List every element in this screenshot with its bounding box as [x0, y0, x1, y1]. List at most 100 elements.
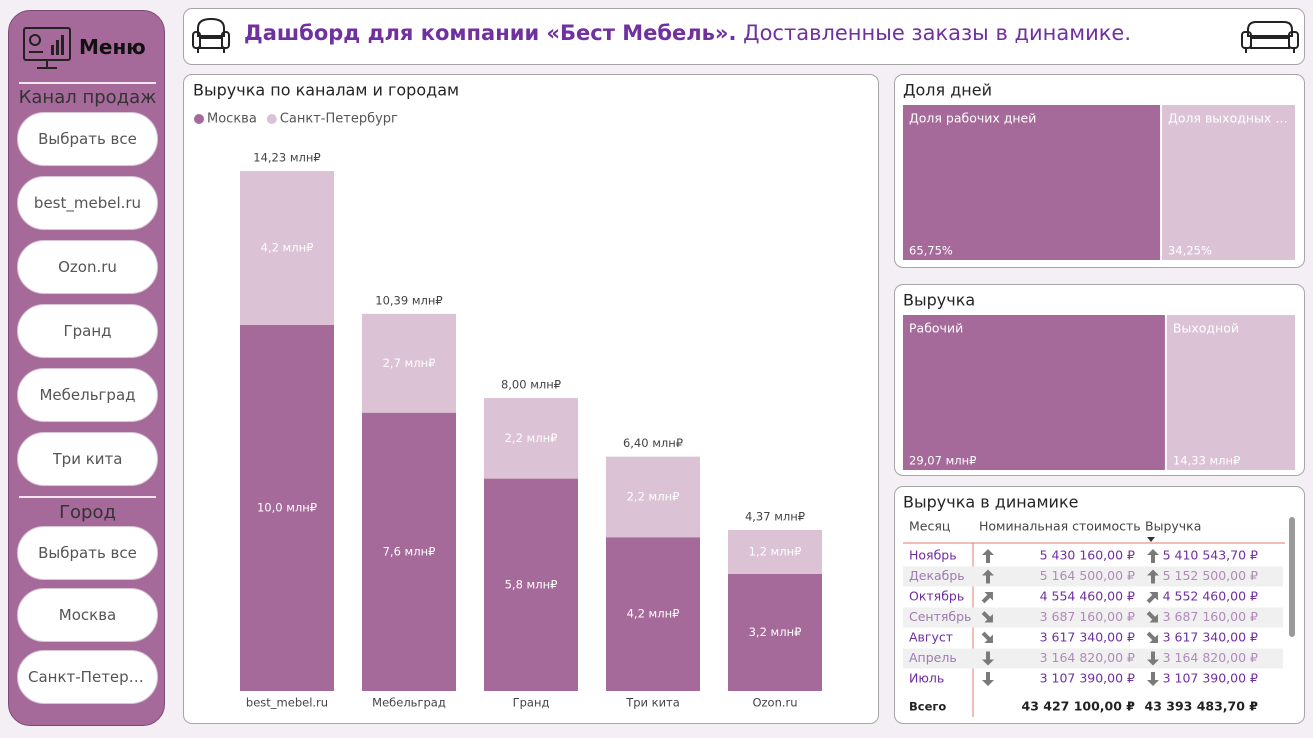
legend-label: Санкт-Петербург — [280, 112, 398, 127]
total-label: 14,23 млн₽ — [253, 151, 320, 165]
bar-segment — [484, 478, 578, 691]
trend-arrow — [981, 611, 993, 623]
button-label: Выбрать все — [38, 130, 137, 148]
table-cell: Сентябрь — [909, 609, 971, 624]
table-cell: Ноябрь — [909, 548, 957, 563]
chart-title: Выручка — [903, 291, 975, 310]
channel-title: Канал продаж — [18, 87, 157, 108]
bar-chart: Выручка по каналам и городам Москва Санкт… — [183, 74, 879, 724]
bar-segment — [240, 171, 334, 325]
header-subtitle: Доставленные заказы в динамике. — [743, 21, 1132, 45]
trend-arrow — [982, 651, 994, 666]
sort-indicator — [1147, 537, 1155, 542]
row-band — [903, 607, 1283, 628]
table-cell: 3 164 820,00 ₽ — [1040, 650, 1135, 665]
trend-arrow — [1146, 592, 1158, 604]
trend-arrow — [1147, 569, 1159, 584]
table-cell: 5 164 500,00 ₽ — [1040, 568, 1135, 583]
filter-button[interactable]: Выбрать все — [17, 526, 158, 580]
value-label: 1,2 млн₽ — [749, 544, 802, 558]
treemap-revenue: Выручка Рабочий 29,07 млн₽ Выходной 14,33 м… — [894, 284, 1305, 476]
button-label: Гранд — [63, 322, 112, 340]
bar-segment — [728, 529, 822, 574]
x-tick-label: best_mebel.ru — [246, 696, 328, 710]
menu-icon — [23, 27, 71, 69]
trend-arrow — [1146, 611, 1158, 623]
bar-segment — [240, 324, 334, 691]
menu-title: Меню — [79, 35, 146, 59]
separator — [19, 82, 156, 84]
filter-button[interactable]: Ozon.ru — [17, 240, 158, 294]
treemap-tile — [1166, 315, 1295, 470]
filter-button[interactable]: Санкт-Петербург — [17, 650, 158, 704]
table-cell: Август — [909, 630, 953, 645]
trend-arrow — [1146, 631, 1158, 643]
table-cell: 3 687 160,00 ₽ — [1040, 609, 1135, 624]
table-cell: 3 687 160,00 ₽ — [1163, 609, 1258, 624]
value-label: 10,0 млн₽ — [257, 500, 317, 514]
trend-arrow — [1147, 549, 1159, 563]
button-label: Москва — [58, 606, 117, 624]
tile-value: 34,25% — [1168, 244, 1212, 258]
scrollbar[interactable] — [1289, 517, 1295, 637]
table-cell: 3 164 820,00 ₽ — [1163, 650, 1258, 665]
filter-button[interactable]: Мебельград — [17, 368, 158, 422]
city-title: Город — [59, 502, 116, 523]
table-cell: 4 554 460,00 ₽ — [1040, 589, 1135, 604]
table-cell: 5 430 160,00 ₽ — [1040, 548, 1135, 563]
armchair-icon — [192, 17, 230, 53]
value-label: 2,2 млн₽ — [627, 489, 680, 503]
table-cell: 5 152 500,00 ₽ — [1163, 568, 1258, 583]
tile-label: Доля рабочих дней — [909, 111, 1036, 126]
value-label: 4,2 млн₽ — [627, 607, 680, 621]
button-label: Три кита — [52, 450, 123, 468]
treemap-days: Доля дней Доля рабочих дней 65,75% Доля вы… — [894, 74, 1305, 268]
filter-button[interactable]: Три кита — [17, 432, 158, 486]
chart-title: Выручка по каналам и городам — [193, 81, 459, 100]
button-label: best_mebel.ru — [33, 194, 142, 212]
treemap-tile — [903, 105, 1161, 260]
bar-segment — [362, 313, 456, 413]
row-band — [903, 648, 1283, 669]
bar-segment — [606, 537, 700, 691]
total-label: 4,37 млн₽ — [745, 509, 805, 523]
treemap-tile — [1162, 105, 1295, 260]
button-label: Мебельград — [39, 386, 136, 404]
separator — [19, 496, 156, 498]
trend-arrow — [1147, 651, 1159, 666]
trend-arrow — [981, 592, 993, 604]
filter-button[interactable]: Гранд — [17, 304, 158, 358]
table-cell: Апрель — [909, 650, 957, 665]
table-cell: 3 107 390,00 ₽ — [1163, 671, 1258, 686]
bar-segment — [728, 573, 822, 691]
table-cell: 3 107 390,00 ₽ — [1040, 671, 1135, 686]
total-label: 6,40 млн₽ — [623, 436, 683, 450]
column-header: Месяц — [909, 519, 950, 534]
trend-arrow — [982, 672, 994, 686]
button-label: Ozon.ru — [58, 258, 117, 276]
value-label: 2,2 млн₽ — [505, 431, 558, 445]
button-label: Санкт-Петербург — [28, 668, 147, 686]
x-tick-label: Три кита — [625, 696, 680, 710]
tile-label: Доля выходных … — [1168, 111, 1288, 126]
header: Дашборд для компании «Бест Мебель». Дост… — [183, 8, 1305, 65]
chart-title: Доля дней — [903, 81, 992, 100]
value-label: 2,7 млн₽ — [383, 356, 436, 370]
filter-button[interactable]: best_mebel.ru — [17, 176, 158, 230]
value-label: 3,2 млн₽ — [749, 625, 802, 639]
total-cell: 43 427 100,00 ₽ — [1022, 699, 1136, 714]
total-label: 8,00 млн₽ — [501, 378, 561, 392]
table-cell: Декабрь — [909, 568, 965, 583]
total-cell: 43 393 483,70 ₽ — [1145, 699, 1259, 714]
table-cell: 3 617 340,00 ₽ — [1040, 630, 1135, 645]
filter-button[interactable]: Москва — [17, 588, 158, 642]
column-header: Номинальная стоимость — [979, 519, 1141, 534]
bar-segment — [606, 456, 700, 538]
filter-button[interactable]: Выбрать все — [17, 112, 158, 166]
trend-arrow — [982, 569, 994, 584]
x-tick-label: Мебельград — [372, 696, 446, 710]
table-cell: Октябрь — [909, 589, 964, 604]
sofa-icon — [1241, 21, 1299, 53]
header-title: Дашборд для компании «Бест Мебель». — [244, 21, 737, 45]
